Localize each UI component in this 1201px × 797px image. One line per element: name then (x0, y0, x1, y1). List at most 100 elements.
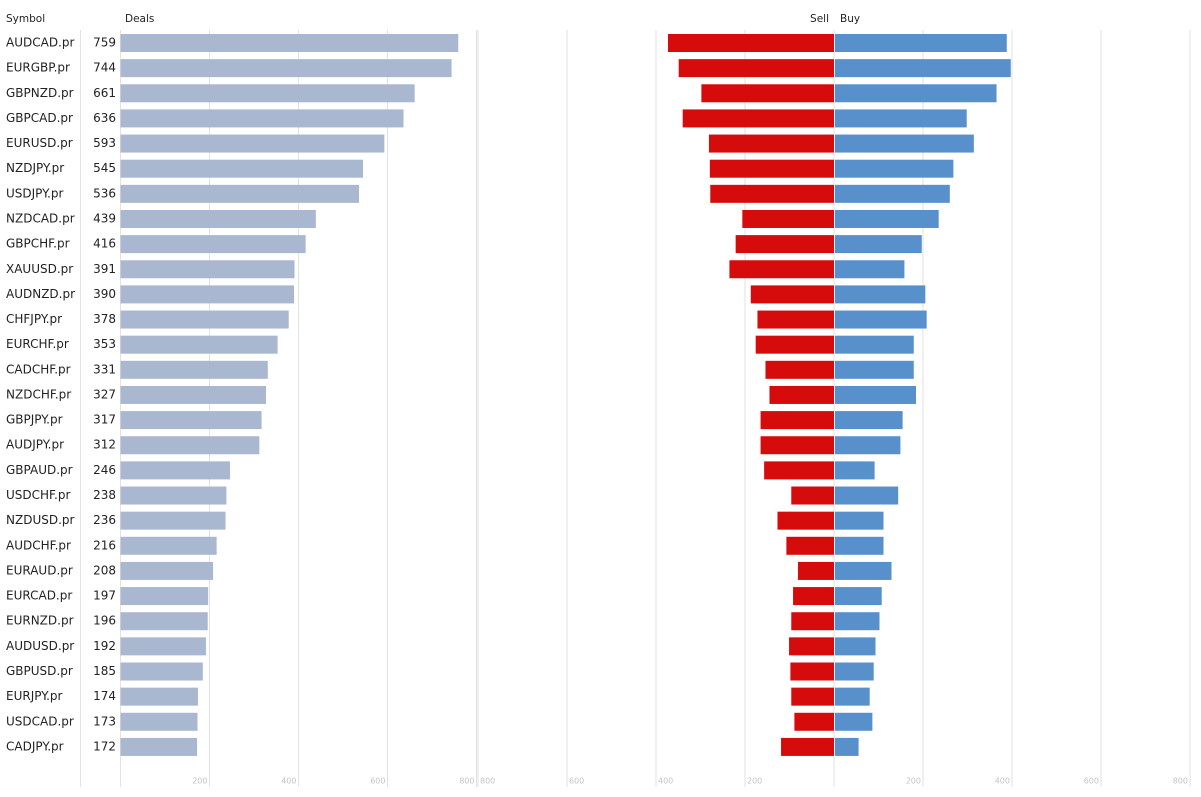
sell-bar (794, 712, 834, 731)
symbol-label: XAUUSD.pr (6, 262, 73, 276)
bar (120, 662, 203, 681)
buy-bar (835, 134, 974, 153)
bar (120, 310, 289, 329)
deals-value: 391 (93, 262, 116, 276)
deals-header: Deals (125, 13, 154, 25)
deals-value: 192 (93, 639, 116, 653)
buy-bar (835, 109, 967, 128)
deals-value: 312 (93, 438, 116, 452)
deals-value: 208 (93, 563, 116, 577)
bar (120, 511, 226, 530)
buy-bar (835, 411, 903, 430)
bar (120, 34, 459, 52)
sell-bar (760, 411, 834, 430)
symbol-label: CADJPY.pr (6, 739, 64, 753)
symbol-label: AUDCAD.pr (6, 36, 74, 50)
buy-bar (835, 310, 927, 329)
sell-header: Sell (810, 13, 829, 25)
sell-bar (682, 109, 834, 128)
symbol-label: GBPCHF.pr (6, 237, 70, 251)
symbol-label: EURGBP.pr (6, 61, 70, 75)
bar (120, 737, 198, 756)
x-tick-label: 400 (658, 777, 673, 786)
symbol-label: NZDUSD.pr (6, 513, 75, 527)
deals-value: 759 (93, 36, 116, 50)
buy-bar (835, 235, 922, 254)
buy-header: Buy (840, 13, 860, 25)
deals-value: 238 (93, 488, 116, 502)
sell-bar (701, 84, 834, 103)
deals-value: 197 (93, 589, 116, 603)
sell-bar (791, 612, 834, 631)
buy-bar (835, 486, 899, 505)
deals-value: 390 (93, 287, 116, 301)
sell-bar (709, 159, 834, 178)
buy-bar (835, 260, 905, 279)
bar (120, 536, 217, 555)
symbol-header: Symbol (6, 13, 45, 25)
deals-value: 173 (93, 714, 116, 728)
sell-bar (735, 235, 834, 254)
deals-value: 246 (93, 463, 116, 477)
deals-value: 636 (93, 111, 116, 125)
buy-bar (835, 687, 870, 706)
deals-value: 439 (93, 211, 116, 225)
bar (120, 84, 415, 103)
buy-bar (835, 662, 874, 681)
bar (120, 687, 198, 706)
deals-value: 172 (93, 739, 116, 753)
sell-bar (777, 511, 834, 530)
symbol-label: AUDCHF.pr (6, 538, 71, 552)
symbol-label: EURAUD.pr (6, 563, 73, 577)
sell-bar (760, 436, 834, 455)
buy-bar (835, 184, 950, 203)
x-tick-label: 400 (995, 777, 1010, 786)
buy-bar (835, 561, 892, 580)
buy-bar (835, 385, 916, 404)
deals-value: 593 (93, 136, 116, 150)
sell-bar (781, 737, 834, 756)
sell-bar (769, 385, 834, 404)
bar (120, 134, 385, 153)
buy-bar (835, 209, 939, 228)
sell-bar (797, 561, 834, 580)
bar (120, 486, 227, 505)
bar (120, 235, 306, 254)
sell-bar (708, 134, 834, 153)
symbol-label: EURCAD.pr (6, 589, 72, 603)
sell-bar (793, 587, 834, 606)
symbol-label: USDJPY.pr (6, 186, 63, 200)
deals-value: 536 (93, 186, 116, 200)
buy-bar (835, 34, 1007, 52)
deals-value: 378 (93, 312, 116, 326)
buy-bar (835, 637, 876, 656)
bar (120, 612, 208, 631)
symbol-label: CADCHF.pr (6, 362, 71, 376)
symbol-label: NZDCAD.pr (6, 211, 75, 225)
buy-bar (835, 511, 884, 530)
deals-value: 327 (93, 387, 116, 401)
sell-bar (786, 536, 834, 555)
symbol-label: EURJPY.pr (6, 689, 63, 703)
sell-bar (729, 260, 834, 279)
symbol-label: GBPCAD.pr (6, 111, 73, 125)
symbol-label: NZDCHF.pr (6, 387, 71, 401)
bar (120, 209, 316, 228)
x-tick-label: 400 (281, 777, 296, 786)
symbol-label: EURNZD.pr (6, 614, 74, 628)
deals-value: 331 (93, 362, 116, 376)
bar (120, 637, 206, 656)
sell-bar (789, 637, 834, 656)
x-tick-label: 600 (370, 777, 385, 786)
sell-bar (791, 486, 834, 505)
buy-bar (835, 587, 882, 606)
x-tick-label: 800 (480, 777, 495, 786)
sell-bar (750, 285, 834, 304)
x-tick-label: 200 (747, 777, 762, 786)
deals-value: 236 (93, 513, 116, 527)
symbol-label: AUDUSD.pr (6, 639, 74, 653)
sell-bar (764, 461, 834, 480)
deals-value: 216 (93, 538, 116, 552)
symbol-label: NZDJPY.pr (6, 161, 64, 175)
